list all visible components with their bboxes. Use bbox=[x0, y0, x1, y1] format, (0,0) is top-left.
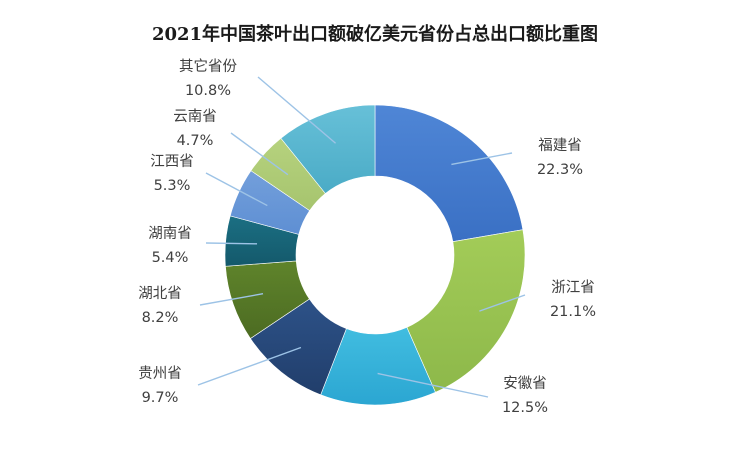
leader-line bbox=[197, 346, 302, 386]
chart-title: 2021年中国茶叶出口额破亿美元省份占总出口额比重图 bbox=[152, 23, 598, 45]
slice-label-value: 8.2% bbox=[142, 310, 179, 326]
leader-line bbox=[451, 152, 513, 166]
slice-label-name: 安徽省 bbox=[503, 375, 547, 392]
slice-福建省 bbox=[374, 104, 524, 243]
slice-label-value: 9.7% bbox=[142, 390, 179, 406]
leader-line bbox=[205, 242, 258, 245]
slice-label-value: 5.4% bbox=[152, 250, 189, 266]
slice-label-name: 湖北省 bbox=[138, 285, 182, 302]
slice-label-name: 贵州省 bbox=[138, 365, 182, 382]
slice-label-value: 5.3% bbox=[154, 178, 191, 194]
donut-slices bbox=[224, 104, 526, 406]
slice-label-name: 湖南省 bbox=[148, 225, 192, 242]
leader-line bbox=[230, 132, 289, 176]
leader-line bbox=[199, 293, 264, 306]
slice-label-value: 22.3% bbox=[537, 162, 583, 178]
slice-label-name: 浙江省 bbox=[551, 279, 595, 296]
slice-浙江省 bbox=[406, 229, 526, 393]
leader-lines bbox=[197, 76, 526, 398]
slice-label-value: 12.5% bbox=[502, 400, 548, 416]
leader-line bbox=[479, 294, 526, 312]
slice-label-name: 福建省 bbox=[538, 137, 582, 154]
slice-label-value: 4.7% bbox=[177, 133, 214, 149]
leader-line bbox=[205, 172, 268, 207]
data-labels: 福建省 22.3% 浙江省 21.1% 安徽省 12.5% 贵州省 9.7% 湖北省 8.2% 湖南… bbox=[138, 57, 596, 416]
slice-其它省份 bbox=[280, 104, 376, 194]
slice-label-name: 其它省份 bbox=[179, 57, 237, 75]
slice-label-value: 10.8% bbox=[185, 83, 231, 99]
leader-line bbox=[377, 372, 489, 398]
slice-label-name: 云南省 bbox=[173, 108, 217, 125]
slice-label-value: 21.1% bbox=[550, 304, 596, 320]
leader-line bbox=[257, 76, 337, 144]
slice-label-name: 江西省 bbox=[150, 153, 194, 170]
